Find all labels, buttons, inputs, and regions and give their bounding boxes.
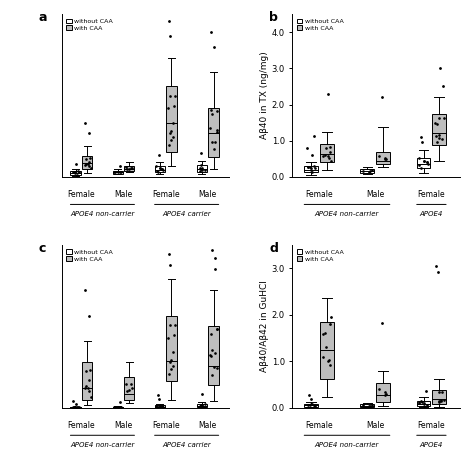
Text: Female: Female bbox=[68, 420, 95, 429]
Bar bbox=[124, 377, 135, 400]
Text: APOE4 non-carrier: APOE4 non-carrier bbox=[315, 211, 379, 217]
Text: c: c bbox=[38, 242, 46, 255]
Legend: without CAA, with CAA: without CAA, with CAA bbox=[296, 18, 345, 32]
Text: APOE4: APOE4 bbox=[419, 211, 443, 217]
Bar bbox=[197, 404, 207, 407]
Text: APOE4 non-carrier: APOE4 non-carrier bbox=[70, 442, 135, 448]
Bar bbox=[417, 401, 430, 406]
Text: b: b bbox=[269, 11, 278, 24]
Legend: without CAA, with CAA: without CAA, with CAA bbox=[296, 248, 345, 263]
Bar bbox=[82, 156, 92, 169]
Bar bbox=[304, 166, 318, 173]
Text: APOE4 non-carrier: APOE4 non-carrier bbox=[315, 442, 379, 448]
Bar bbox=[209, 108, 219, 157]
Bar bbox=[71, 171, 81, 175]
Text: Male: Male bbox=[199, 420, 217, 429]
Bar bbox=[82, 363, 92, 401]
Text: a: a bbox=[38, 11, 47, 24]
Y-axis label: Aβ40 in TX (ng/mg): Aβ40 in TX (ng/mg) bbox=[260, 52, 269, 139]
Bar bbox=[112, 171, 123, 173]
Y-axis label: Aβ40/Aβ42 in GuHCl: Aβ40/Aβ42 in GuHCl bbox=[260, 281, 269, 372]
Legend: without CAA, with CAA: without CAA, with CAA bbox=[65, 248, 114, 263]
Text: Female: Female bbox=[418, 190, 445, 199]
Text: Male: Male bbox=[114, 420, 133, 429]
Bar bbox=[432, 114, 446, 145]
Text: APOE4: APOE4 bbox=[419, 442, 443, 448]
Text: Male: Male bbox=[366, 190, 384, 199]
Text: Female: Female bbox=[152, 420, 179, 429]
Text: APOE4 carrier: APOE4 carrier bbox=[162, 211, 211, 217]
Text: Female: Female bbox=[305, 190, 333, 199]
Bar bbox=[166, 316, 177, 381]
Text: Female: Female bbox=[418, 420, 445, 429]
Bar bbox=[166, 86, 177, 152]
Text: Male: Male bbox=[366, 420, 384, 429]
Text: d: d bbox=[269, 242, 278, 255]
Bar bbox=[304, 404, 318, 407]
Text: APOE4 non-carrier: APOE4 non-carrier bbox=[70, 211, 135, 217]
Text: Female: Female bbox=[68, 190, 95, 199]
Text: Male: Male bbox=[114, 190, 133, 199]
Bar bbox=[417, 158, 430, 168]
Text: Male: Male bbox=[199, 190, 217, 199]
Text: Female: Female bbox=[152, 190, 179, 199]
Bar bbox=[155, 166, 165, 173]
Bar bbox=[209, 327, 219, 385]
Text: APOE4 carrier: APOE4 carrier bbox=[162, 442, 211, 448]
Legend: without CAA, with CAA: without CAA, with CAA bbox=[65, 18, 114, 32]
Bar bbox=[361, 404, 374, 407]
Bar bbox=[71, 407, 81, 408]
Bar bbox=[361, 169, 374, 173]
Bar bbox=[124, 166, 135, 171]
Bar bbox=[432, 390, 446, 404]
Bar bbox=[320, 144, 334, 162]
Bar bbox=[197, 165, 207, 172]
Bar bbox=[155, 405, 165, 407]
Bar bbox=[320, 322, 334, 379]
Bar bbox=[376, 152, 390, 164]
Bar bbox=[376, 383, 390, 402]
Text: Female: Female bbox=[305, 420, 333, 429]
